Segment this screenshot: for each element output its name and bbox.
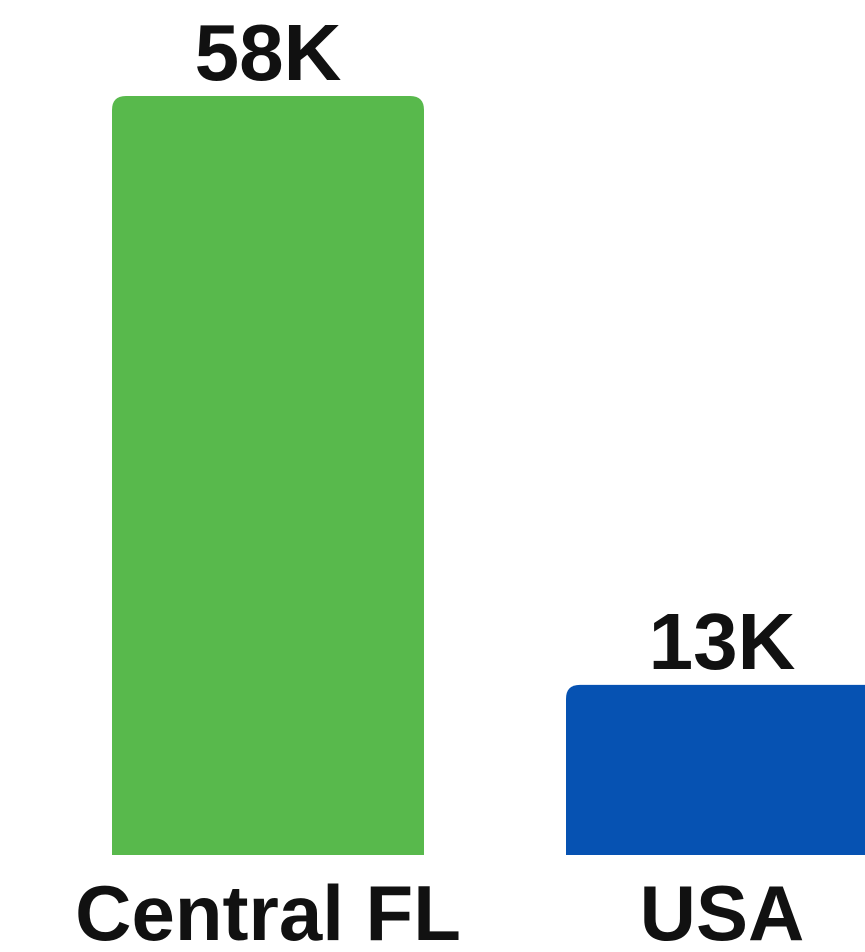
value-label-usa: 13K xyxy=(649,597,796,686)
category-labels-group: Central FL USA xyxy=(75,869,804,952)
category-label-usa: USA xyxy=(640,869,805,952)
bar-usa xyxy=(566,684,865,855)
category-label-central-fl: Central FL xyxy=(75,869,461,952)
value-labels-group: 58K 13K xyxy=(195,8,796,686)
bar-central-fl xyxy=(112,96,424,855)
value-label-central-fl: 58K xyxy=(195,8,342,97)
bars-group xyxy=(112,96,865,855)
